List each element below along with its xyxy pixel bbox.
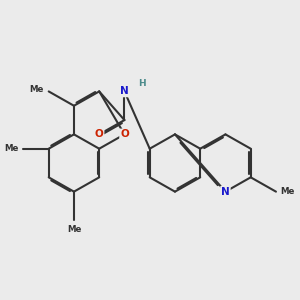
Text: N: N	[120, 86, 129, 96]
Text: Me: Me	[67, 225, 81, 234]
Text: Me: Me	[280, 187, 294, 196]
Text: Me: Me	[4, 144, 19, 153]
Text: Me: Me	[29, 85, 44, 94]
Text: O: O	[95, 129, 103, 140]
Text: N: N	[221, 187, 230, 197]
Text: H: H	[138, 79, 146, 88]
Text: O: O	[120, 129, 129, 140]
